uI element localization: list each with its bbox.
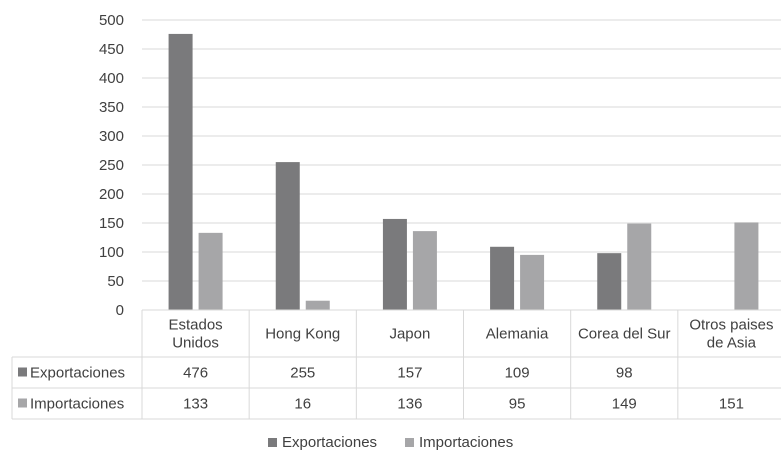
y-tick-label: 0: [116, 302, 124, 319]
x-category-label: Hong Kong: [265, 326, 340, 343]
y-axis-tick-labels: 0 50 100 150 200 250 300 350 400 450 500: [99, 12, 124, 319]
data-label: 149: [612, 396, 637, 413]
y-tick-label: 350: [99, 99, 124, 116]
y-tick-label: 150: [99, 215, 124, 232]
bar-importaciones: [412, 231, 437, 310]
data-label: 157: [397, 365, 422, 382]
bar-importaciones: [520, 254, 545, 310]
data-label: 16: [294, 396, 311, 413]
legend: Exportaciones Importaciones: [268, 434, 513, 451]
data-label: 476: [183, 365, 208, 382]
bars: [168, 33, 759, 311]
y-tick-label: 200: [99, 186, 124, 203]
data-label: 255: [290, 365, 315, 382]
data-label: 109: [505, 365, 530, 382]
x-category-label: Corea del Sur: [578, 326, 671, 343]
data-label: 136: [397, 396, 422, 413]
data-label: 151: [719, 396, 744, 413]
bar-exportaciones: [382, 218, 407, 310]
y-tick-label: 500: [99, 12, 124, 29]
bar-importaciones: [305, 300, 330, 310]
table-series-name: Importaciones: [30, 396, 124, 413]
bar-exportaciones: [275, 162, 300, 310]
x-category-label: Alemania: [486, 326, 549, 343]
y-tick-label: 250: [99, 157, 124, 174]
y-tick-label: 50: [107, 273, 124, 290]
bar-importaciones: [198, 232, 223, 310]
bar-exportaciones: [490, 246, 515, 310]
y-tick-label: 400: [99, 70, 124, 87]
y-tick-label: 450: [99, 41, 124, 58]
legend-swatch: [268, 438, 277, 447]
data-label: 133: [183, 396, 208, 413]
data-table: Estados Unidos Hong Kong Japon Alemania Corea…: [11, 309, 781, 420]
x-category-label: Japon: [389, 326, 430, 343]
x-category-label: Estados Unidos: [168, 317, 222, 352]
table-legend-key: [18, 398, 27, 408]
bar-importaciones: [734, 222, 759, 310]
legend-swatch: [405, 438, 414, 447]
bar-exportaciones: [168, 33, 193, 311]
y-tick-label: 300: [99, 128, 124, 145]
legend-label: Exportaciones: [282, 434, 377, 451]
bar-exportaciones: [597, 253, 622, 310]
gridlines: [142, 19, 781, 282]
bar-importaciones: [627, 223, 652, 310]
legend-label: Importaciones: [419, 434, 513, 451]
y-tick-label: 100: [99, 244, 124, 261]
table-legend-key: [18, 367, 27, 377]
data-label: 98: [616, 365, 633, 382]
x-category-label: Otros paises de Asia: [689, 317, 773, 352]
table-series-name: Exportaciones: [30, 365, 125, 382]
data-label: 95: [509, 396, 526, 413]
